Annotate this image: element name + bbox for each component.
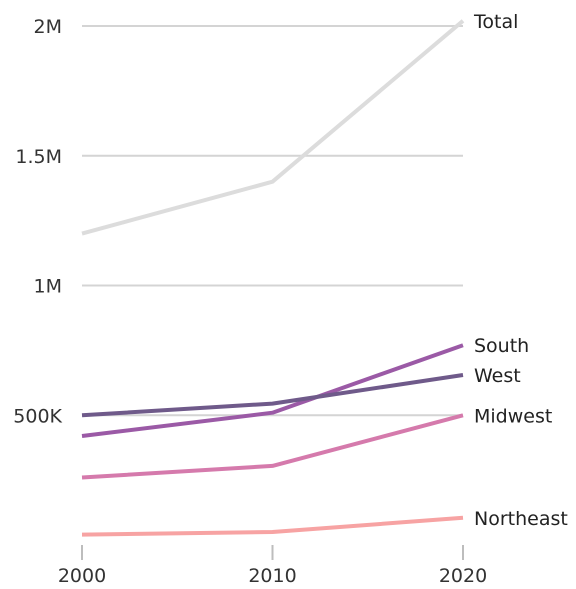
y-tick-label: 2M	[34, 16, 62, 38]
series-label-total: Total	[473, 11, 518, 33]
y-axis-ticks: 500K 1M 1.5M 2M	[13, 16, 62, 427]
y-tick-label: 1M	[34, 276, 62, 298]
series-label-west: West	[474, 365, 521, 387]
series-line-south	[81, 343, 464, 438]
y-tick-label: 1.5M	[15, 146, 62, 168]
x-tick-label: 2020	[439, 565, 487, 587]
y-tick-label: 500K	[13, 405, 62, 427]
series-lines	[81, 19, 465, 537]
series-label-northeast: Northeast	[474, 508, 568, 530]
series-line-northeast	[81, 515, 464, 537]
x-axis-ticks: 2000 2010 2020	[58, 545, 487, 587]
series-line-midwest	[81, 413, 464, 480]
series-label-midwest: Midwest	[474, 405, 552, 427]
series-line-west	[81, 373, 464, 418]
series-label-south: South	[474, 335, 529, 357]
grid-layer	[82, 25, 463, 417]
x-tick-label: 2010	[248, 565, 296, 587]
x-tick-label: 2000	[58, 565, 106, 587]
series-line-total	[81, 19, 465, 236]
series-labels: Total South West Midwest Northeast	[473, 11, 568, 530]
